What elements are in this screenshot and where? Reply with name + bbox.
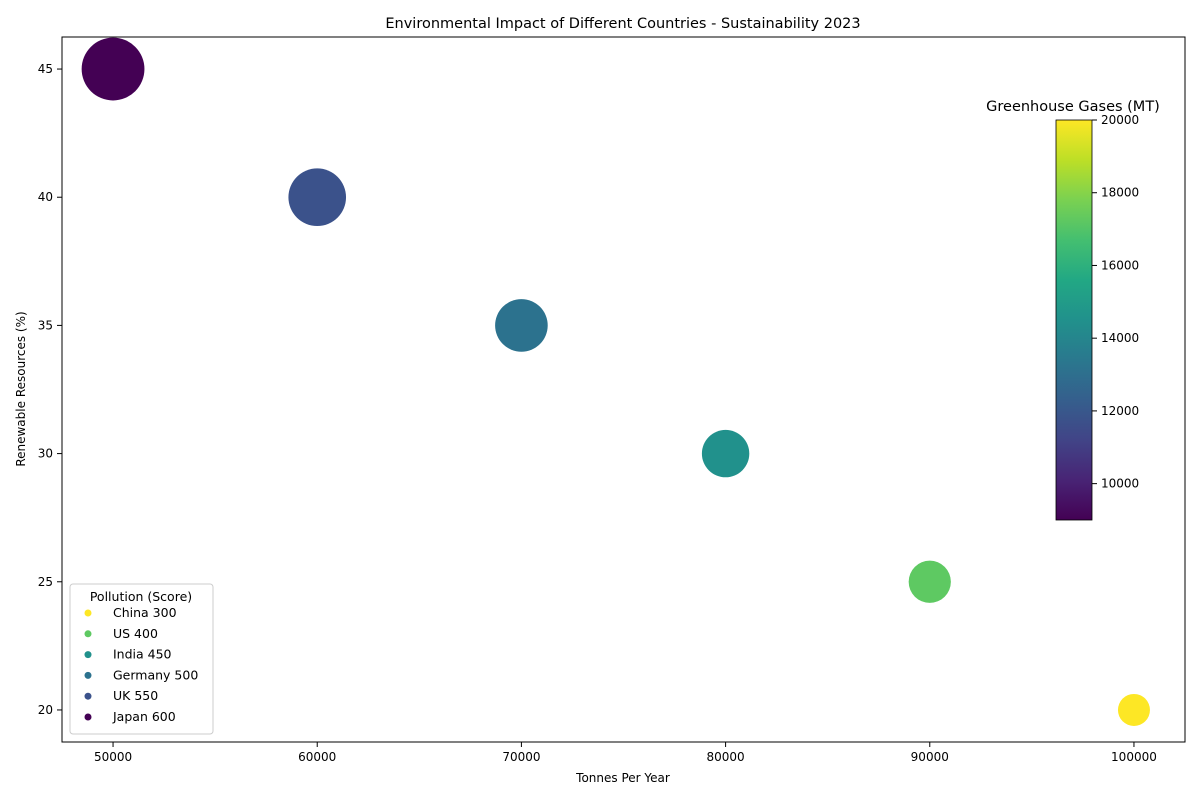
- x-tick-label: 100000: [1111, 750, 1157, 764]
- y-tick-label: 35: [38, 318, 53, 332]
- legend-marker: [84, 651, 92, 659]
- y-tick-label: 40: [38, 190, 53, 204]
- legend-title: Pollution (Score): [90, 589, 192, 604]
- legend-marker: [84, 713, 92, 721]
- legend-marker: [84, 609, 92, 617]
- colorbar: Greenhouse Gases (MT) 10000 12000 14000 160…: [986, 99, 1160, 521]
- bubble-germany: [495, 299, 548, 352]
- legend-marker: [84, 692, 92, 700]
- colorbar-tick-label: 10000: [1101, 477, 1139, 491]
- legend-entry-label: Germany 500: [113, 667, 198, 682]
- colorbar-tick-label: 16000: [1101, 258, 1139, 272]
- x-tick-label: 80000: [706, 750, 744, 764]
- bubble-india: [701, 429, 750, 478]
- y-tick-label: 30: [38, 447, 53, 461]
- legend-entries: China 300 US 400 India 450 Germany 500 UK 55…: [84, 605, 198, 724]
- y-tick-label: 20: [38, 703, 53, 717]
- legend-entry-label: US 400: [113, 626, 158, 641]
- y-axis-ticks: 20 25 30 35 40 45: [38, 62, 62, 717]
- x-tick-label: 60000: [298, 750, 336, 764]
- colorbar-tick-label: 14000: [1101, 331, 1139, 345]
- legend: Pollution (Score) China 300 US 400 India 4…: [69, 583, 214, 735]
- bubble-layer: [81, 37, 1150, 726]
- y-axis-label: Renewable Resources (%): [14, 311, 28, 466]
- legend-entry-label: UK 550: [113, 688, 158, 703]
- bubble-uk: [288, 168, 347, 227]
- plot-frame: [61, 36, 1186, 743]
- bubble-china: [1117, 693, 1150, 726]
- colorbar-title: Greenhouse Gases (MT): [986, 99, 1160, 115]
- x-tick-label: 50000: [94, 750, 132, 764]
- colorbar-tick-label: 20000: [1101, 113, 1139, 127]
- legend-box: [69, 583, 214, 735]
- x-axis-ticks: 50000 60000 70000 80000 90000 100000: [94, 742, 1157, 764]
- x-tick-label: 70000: [502, 750, 540, 764]
- colorbar-ticks: 10000 12000 14000 16000 18000 20000: [1092, 113, 1139, 491]
- colorbar-gradient: [1055, 119, 1093, 521]
- legend-entry-label: India 450: [113, 647, 172, 662]
- bubble-us: [908, 560, 951, 603]
- legend-entry-label: China 300: [113, 605, 177, 620]
- y-tick-label: 45: [38, 62, 53, 76]
- colorbar-tick-label: 12000: [1101, 404, 1139, 418]
- legend-marker: [84, 630, 92, 638]
- legend-marker: [84, 671, 92, 679]
- colorbar-tick-label: 18000: [1101, 186, 1139, 200]
- bubble-japan: [81, 37, 145, 101]
- x-axis-label: Tonnes Per Year: [575, 771, 670, 785]
- x-tick-label: 90000: [911, 750, 949, 764]
- chart-title: Environmental Impact of Different Countr…: [385, 16, 860, 32]
- legend-entry-label: Japan 600: [112, 709, 176, 724]
- y-tick-label: 25: [38, 575, 53, 589]
